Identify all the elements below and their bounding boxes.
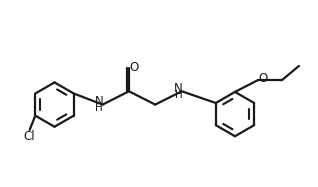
Text: N: N [174,82,183,95]
Text: H: H [175,90,183,100]
Text: Cl: Cl [23,130,35,143]
Text: H: H [95,103,103,113]
Text: O: O [130,61,139,74]
Text: N: N [94,95,103,108]
Text: O: O [259,72,268,85]
